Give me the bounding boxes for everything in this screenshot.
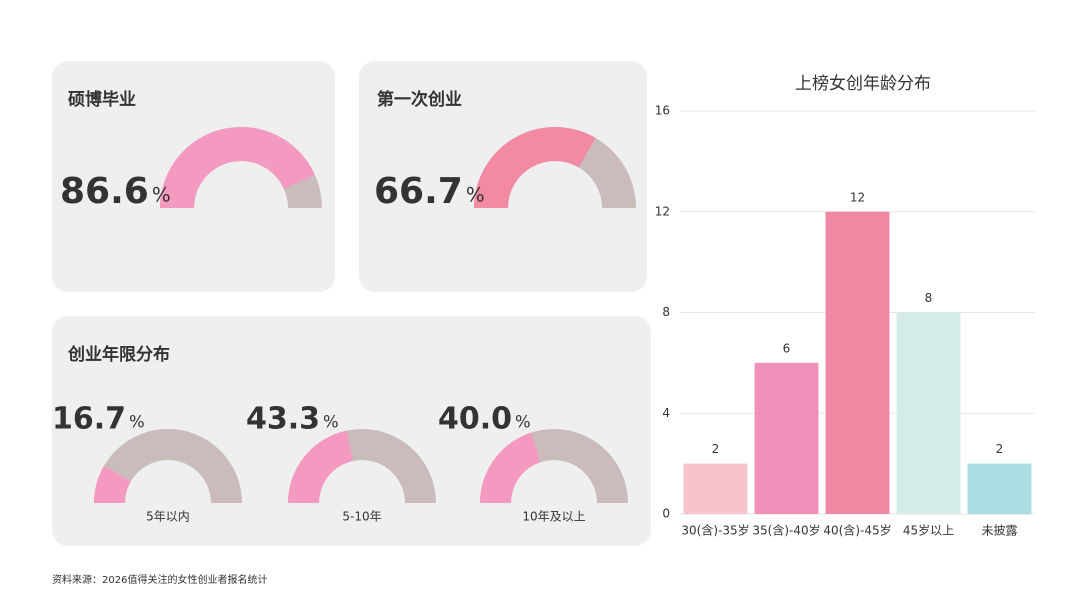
data-label: 8 xyxy=(925,291,933,305)
gauge-fill xyxy=(94,465,131,503)
gauge-value: 86.6 xyxy=(60,171,149,212)
gauge-fill xyxy=(474,126,596,208)
gauge-fill xyxy=(160,126,315,208)
chart-title: 上榜女创年龄分布 xyxy=(795,74,931,94)
x-tick-label: 30(含)-35岁 xyxy=(681,523,749,538)
y-tick-label: 8 xyxy=(662,305,670,319)
gauge-unit: % xyxy=(152,184,171,207)
gauge-track xyxy=(94,429,242,503)
gauge-fill xyxy=(480,432,541,503)
x-tick-label: 45岁以上 xyxy=(903,523,954,538)
gauge-category: 5-10年 xyxy=(342,510,381,524)
bar xyxy=(683,463,748,514)
gauge-fill xyxy=(288,430,354,503)
card-title: 第一次创业 xyxy=(377,89,462,110)
data-label: 12 xyxy=(850,190,865,204)
y-tick-label: 4 xyxy=(662,406,670,420)
data-label: 6 xyxy=(783,341,791,355)
gauge-unit: % xyxy=(466,184,485,207)
y-tick-label: 16 xyxy=(655,104,670,118)
bar xyxy=(896,312,961,514)
y-tick-label: 0 xyxy=(662,507,670,521)
gauge-category: 5年以内 xyxy=(146,510,190,524)
bar xyxy=(825,211,890,514)
x-tick-label: 未披露 xyxy=(981,524,1017,538)
card-title: 创业年限分布 xyxy=(67,344,170,365)
data-label: 2 xyxy=(996,442,1004,456)
source-note: 资料来源：2026值得关注的女性创业者报名统计 xyxy=(52,573,267,586)
gauge-unit: % xyxy=(129,413,145,432)
gauge-value: 66.7 xyxy=(374,171,463,212)
gauge-unit: % xyxy=(515,413,531,432)
gauge-value: 43.3 xyxy=(246,402,320,437)
x-tick-label: 40(含)-45岁 xyxy=(823,523,891,538)
bar xyxy=(967,463,1032,514)
gauge-value: 16.7 xyxy=(52,402,126,437)
x-tick-label: 35(含)-40岁 xyxy=(752,523,820,538)
gauge-category: 10年及以上 xyxy=(522,510,585,524)
data-label: 2 xyxy=(712,442,720,456)
y-tick-label: 12 xyxy=(655,204,670,218)
bar xyxy=(754,362,819,514)
gauge-value: 40.0 xyxy=(438,402,512,437)
card-title: 硕博毕业 xyxy=(68,89,136,110)
gauge-unit: % xyxy=(323,413,339,432)
